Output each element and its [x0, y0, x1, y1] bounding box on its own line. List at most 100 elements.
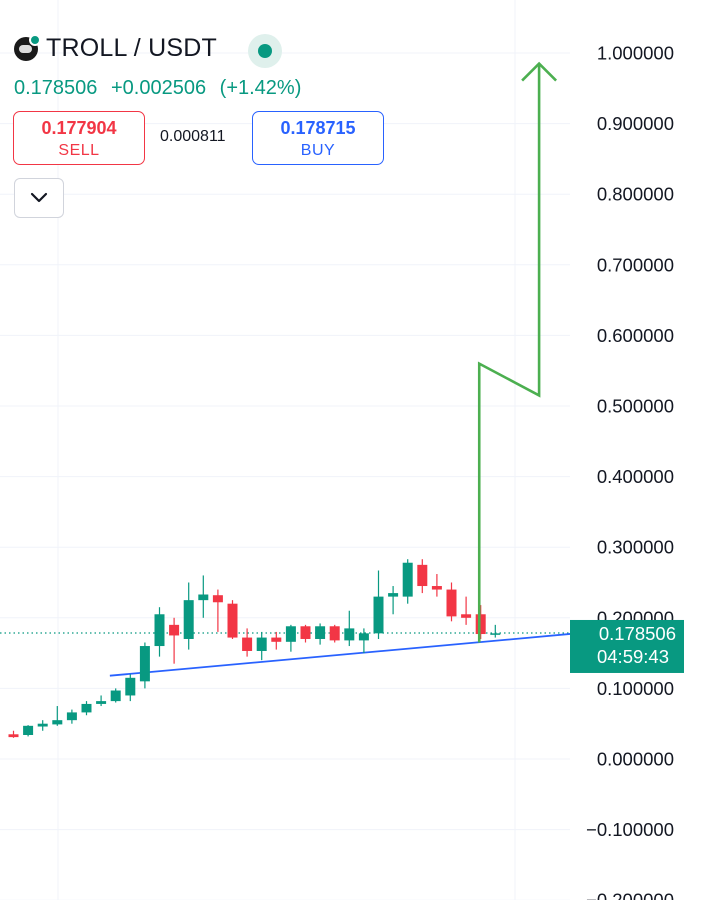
candle-up	[402, 559, 413, 604]
y-tick-label: 0.600000	[597, 325, 674, 346]
candle-body	[461, 614, 472, 618]
candle-up	[96, 695, 107, 707]
collapse-toggle-button[interactable]	[14, 178, 64, 218]
candle-up	[125, 674, 136, 702]
candle-down	[227, 600, 238, 639]
candle-up	[490, 624, 501, 638]
y-tick-label: −0.200000	[586, 890, 674, 900]
chart-grid	[0, 0, 570, 900]
candle-down	[300, 624, 311, 643]
candle-body	[125, 677, 136, 696]
candle-body	[388, 593, 399, 597]
candle-body	[344, 628, 355, 641]
price-change-percent: (+1.42%)	[219, 77, 302, 99]
candle-body	[358, 633, 369, 641]
candle-countdown-label: 04:59:43	[597, 646, 669, 667]
quote-line: 0.178506 +0.002506 (+1.42%)	[14, 77, 309, 100]
candle-up	[183, 582, 194, 650]
market-open-dot-icon	[248, 34, 282, 68]
candle-body	[417, 564, 428, 587]
y-tick-label: 0.800000	[597, 184, 674, 205]
candle-up	[154, 607, 165, 657]
candle-body	[315, 626, 326, 639]
sell-button[interactable]: 0.177904 SELL	[13, 111, 145, 165]
support-trendline-group	[109, 632, 578, 677]
candle-down	[417, 559, 428, 594]
candle-down	[461, 596, 472, 625]
candle-down	[8, 730, 19, 738]
price-change: +0.002506	[110, 77, 207, 99]
candle-up	[373, 570, 384, 639]
candle-up	[315, 623, 326, 645]
candle-down	[329, 624, 340, 643]
y-tick-label: 0.900000	[597, 113, 674, 134]
candle-body	[402, 562, 413, 597]
y-tick-label: 0.300000	[597, 537, 674, 558]
candle-body	[446, 589, 457, 617]
symbol-title[interactable]: TROLL / USDT	[46, 34, 217, 62]
candle-body	[37, 723, 48, 727]
buy-label: BUY	[300, 142, 336, 159]
troll-coin-icon	[14, 33, 41, 61]
candle-body	[227, 603, 238, 638]
candle-up	[344, 610, 355, 647]
projection-arrow-line[interactable]	[477, 63, 541, 643]
candle-down	[446, 582, 457, 622]
y-tick-label: 1.000000	[597, 43, 674, 64]
candlestick-series	[8, 559, 501, 738]
candle-up	[139, 642, 150, 689]
candle-body	[285, 626, 296, 642]
projection-arrowhead	[521, 61, 558, 82]
candle-down	[475, 605, 486, 639]
candle-up	[66, 709, 77, 724]
candle-body	[212, 595, 223, 603]
candle-up	[110, 688, 121, 703]
spread-value: 0.000811	[160, 128, 226, 145]
candle-body	[373, 596, 384, 634]
y-tick-label: −0.100000	[586, 819, 674, 840]
candle-body	[110, 690, 121, 702]
candle-up	[52, 706, 63, 726]
symbol-header[interactable]: TROLL / USDT	[14, 33, 217, 63]
candle-body	[52, 720, 63, 725]
buy-price: 0.178715	[280, 118, 356, 138]
current-price-tag: 0.178506 04:59:43	[570, 619, 684, 673]
y-tick-label: 0.400000	[597, 466, 674, 487]
support-trendline[interactable]	[109, 632, 578, 677]
candle-down	[242, 628, 253, 657]
candle-body	[96, 701, 107, 704]
candle-body	[329, 626, 340, 641]
candle-up	[256, 631, 267, 661]
candle-down	[169, 617, 180, 664]
candle-body	[183, 600, 194, 639]
chevron-down-icon	[30, 192, 48, 203]
candle-body	[475, 614, 486, 635]
candle-body	[81, 703, 92, 713]
buy-button[interactable]: 0.178715 BUY	[252, 111, 384, 165]
y-tick-label: 0.700000	[597, 254, 674, 275]
sell-price: 0.177904	[41, 118, 117, 138]
candle-down	[212, 589, 223, 632]
candle-body	[139, 646, 150, 682]
projection-arrow-group	[477, 61, 558, 643]
y-tick-label: 0.100000	[597, 678, 674, 699]
candle-body	[431, 586, 442, 590]
candle-up	[285, 624, 296, 652]
y-tick-label: 0.500000	[597, 396, 674, 417]
candle-body	[242, 637, 253, 651]
candle-body	[490, 633, 501, 635]
candle-body	[198, 594, 209, 601]
candle-body	[154, 614, 165, 647]
candle-body	[271, 637, 282, 642]
current-price-label: 0.178506	[599, 623, 676, 644]
candle-up	[198, 575, 209, 618]
candle-up	[81, 701, 92, 716]
sell-label: SELL	[58, 142, 100, 159]
candle-up	[358, 628, 369, 654]
candle-up	[23, 725, 34, 737]
candle-up	[388, 586, 399, 615]
candle-up	[37, 720, 48, 731]
price-axis: 1.000000 0.900000 0.800000 0.700000 0.600000…	[586, 43, 674, 900]
candle-down	[431, 574, 442, 597]
